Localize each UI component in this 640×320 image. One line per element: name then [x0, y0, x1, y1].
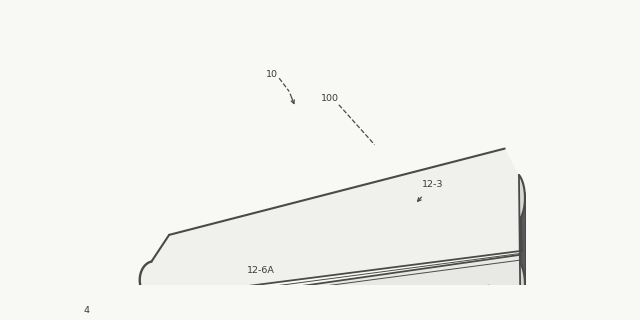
Polygon shape	[519, 175, 525, 305]
Polygon shape	[140, 148, 525, 299]
Polygon shape	[138, 255, 525, 320]
Text: 100: 100	[321, 94, 339, 103]
Text: 12-6A: 12-6A	[246, 266, 275, 275]
Polygon shape	[159, 285, 490, 320]
Text: 12-3: 12-3	[422, 180, 444, 189]
Text: 10: 10	[266, 70, 277, 79]
Text: 4: 4	[83, 306, 89, 315]
